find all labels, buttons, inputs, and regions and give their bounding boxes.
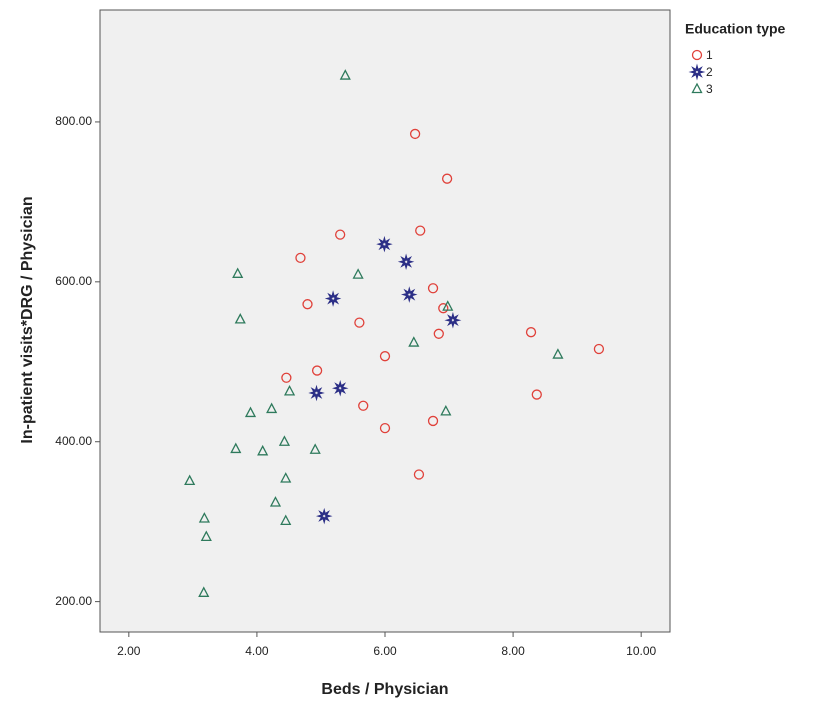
point <box>427 283 439 294</box>
point <box>335 229 346 240</box>
point <box>200 530 212 542</box>
point <box>257 444 269 456</box>
point <box>339 69 351 80</box>
point <box>234 313 246 324</box>
point <box>278 435 291 446</box>
point <box>440 404 452 416</box>
point <box>427 415 439 427</box>
point <box>354 317 365 328</box>
legend-marker <box>691 82 703 94</box>
point <box>525 327 537 338</box>
y-tick-label: 400.00 <box>55 434 92 448</box>
point <box>413 469 425 480</box>
point <box>438 303 449 314</box>
point <box>311 365 323 376</box>
point <box>593 343 605 355</box>
x-axis-label: Beds / Physician <box>321 681 448 698</box>
point <box>408 336 420 347</box>
point <box>400 286 418 303</box>
point <box>409 128 421 140</box>
x-tick-label: 2.00 <box>117 644 141 658</box>
point <box>230 442 242 454</box>
point <box>269 496 282 507</box>
point <box>281 372 292 383</box>
legend-marker <box>691 49 703 61</box>
point <box>442 300 454 311</box>
point <box>324 290 342 307</box>
point <box>415 225 426 236</box>
point <box>441 173 453 184</box>
point <box>379 422 391 434</box>
point <box>280 472 292 483</box>
point <box>198 512 210 523</box>
y-tick-label: 200.00 <box>55 594 92 608</box>
point <box>244 406 257 418</box>
x-tick-label: 6.00 <box>373 644 397 658</box>
y-tick-label: 800.00 <box>55 114 92 128</box>
point <box>433 328 444 339</box>
legend-label: 3 <box>706 82 713 96</box>
point <box>295 252 306 263</box>
legend-title: Education type <box>685 21 786 37</box>
point <box>358 400 369 411</box>
point <box>283 384 296 396</box>
legend-label: 1 <box>706 48 713 62</box>
point <box>376 235 393 253</box>
point <box>266 402 278 414</box>
point <box>531 389 542 400</box>
x-tick-label: 8.00 <box>501 644 525 658</box>
x-tick-label: 10.00 <box>626 644 656 658</box>
point <box>331 379 349 397</box>
point <box>352 268 364 279</box>
point <box>379 351 391 362</box>
point <box>444 311 462 329</box>
plot-area <box>99 9 671 633</box>
point <box>184 474 196 486</box>
point <box>198 586 210 597</box>
x-tick-label: 4.00 <box>245 644 269 658</box>
point <box>232 267 244 278</box>
y-axis-label: In-patient visits*DRG / Physician <box>19 196 36 443</box>
point <box>308 384 325 402</box>
legend-label: 2 <box>706 65 713 79</box>
point <box>302 299 313 310</box>
y-tick-label: 600.00 <box>55 274 92 288</box>
legend-marker <box>688 63 706 81</box>
point <box>552 348 564 359</box>
point <box>315 507 333 525</box>
point <box>397 253 415 271</box>
point <box>280 514 292 526</box>
point <box>309 443 321 454</box>
